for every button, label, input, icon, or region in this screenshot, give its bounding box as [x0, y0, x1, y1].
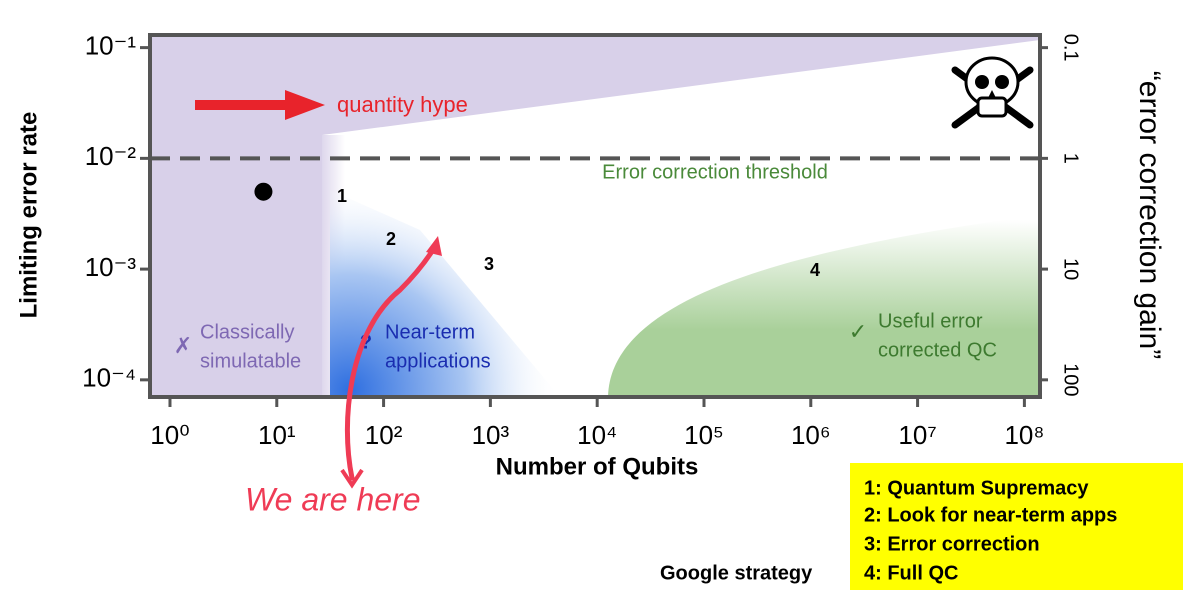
plot-frame	[148, 33, 1042, 399]
strategy-item: 3: Error correction	[864, 533, 1040, 555]
region-label: simulatable	[200, 350, 301, 372]
hype-label: quantity hype	[337, 92, 468, 117]
threshold-label: Error correction threshold	[602, 162, 828, 184]
region-mark: ✗	[174, 333, 192, 358]
region-label: corrected QC	[878, 339, 997, 361]
data-point	[254, 182, 273, 201]
milestone: 3	[484, 254, 494, 274]
hype-arrow-head	[285, 90, 325, 120]
region-label: applications	[385, 350, 491, 372]
here-arrow-head	[426, 236, 442, 256]
y2-tick-label: 0.1	[1060, 34, 1082, 62]
x-axis-label: Number of Qubits	[496, 453, 699, 480]
y2-tick-label: 100	[1060, 363, 1082, 396]
x-tick-label: 10⁸	[1004, 420, 1044, 450]
x-tick-label: 10⁵	[684, 420, 724, 450]
strategy-box	[850, 463, 1183, 590]
x-tick-label: 10²	[365, 420, 403, 450]
y-axis-label: Limiting error rate	[15, 112, 42, 319]
y-tick-label: 10⁻¹	[85, 30, 137, 60]
classical-region	[150, 35, 1040, 397]
here-label: We are here	[245, 481, 421, 517]
x-tick-label: 10³	[472, 420, 510, 450]
x-tick-label: 10⁰	[150, 420, 189, 450]
strategy-title: Google strategy	[660, 562, 813, 584]
x-tick-label: 10⁴	[577, 420, 617, 450]
region-mark: ✓	[849, 319, 867, 344]
here-arrow	[344, 242, 439, 481]
strategy-item: 1: Quantum Supremacy	[864, 477, 1089, 499]
region-label: Classically	[200, 321, 294, 343]
useful-region	[608, 215, 1040, 397]
region-label: Near-term	[385, 321, 475, 343]
region-label: Useful error	[878, 310, 983, 332]
plot-layer	[150, 156, 1040, 201]
milestone: 4	[810, 260, 820, 280]
y2-axis-label: “error correction gain”	[1133, 71, 1166, 359]
y-tick-label: 10⁻⁴	[82, 363, 136, 393]
x-tick-label: 10¹	[258, 420, 296, 450]
y2-tick-label: 10	[1060, 258, 1082, 280]
strategy-item: 2: Look for near-term apps	[864, 504, 1117, 526]
x-tick-label: 10⁶	[791, 420, 831, 450]
milestone: 1	[337, 186, 347, 206]
here-tick	[340, 468, 364, 489]
skull-icon	[951, 56, 1034, 129]
y-tick-label: 10⁻²	[85, 141, 137, 171]
near-term-region	[330, 190, 560, 397]
y-tick-label: 10⁻³	[85, 252, 137, 282]
x-tick-label: 10⁷	[898, 420, 936, 450]
y2-tick-label: 1	[1060, 153, 1082, 164]
milestone: 2	[386, 229, 396, 249]
strategy-item: 4: Full QC	[864, 562, 958, 584]
